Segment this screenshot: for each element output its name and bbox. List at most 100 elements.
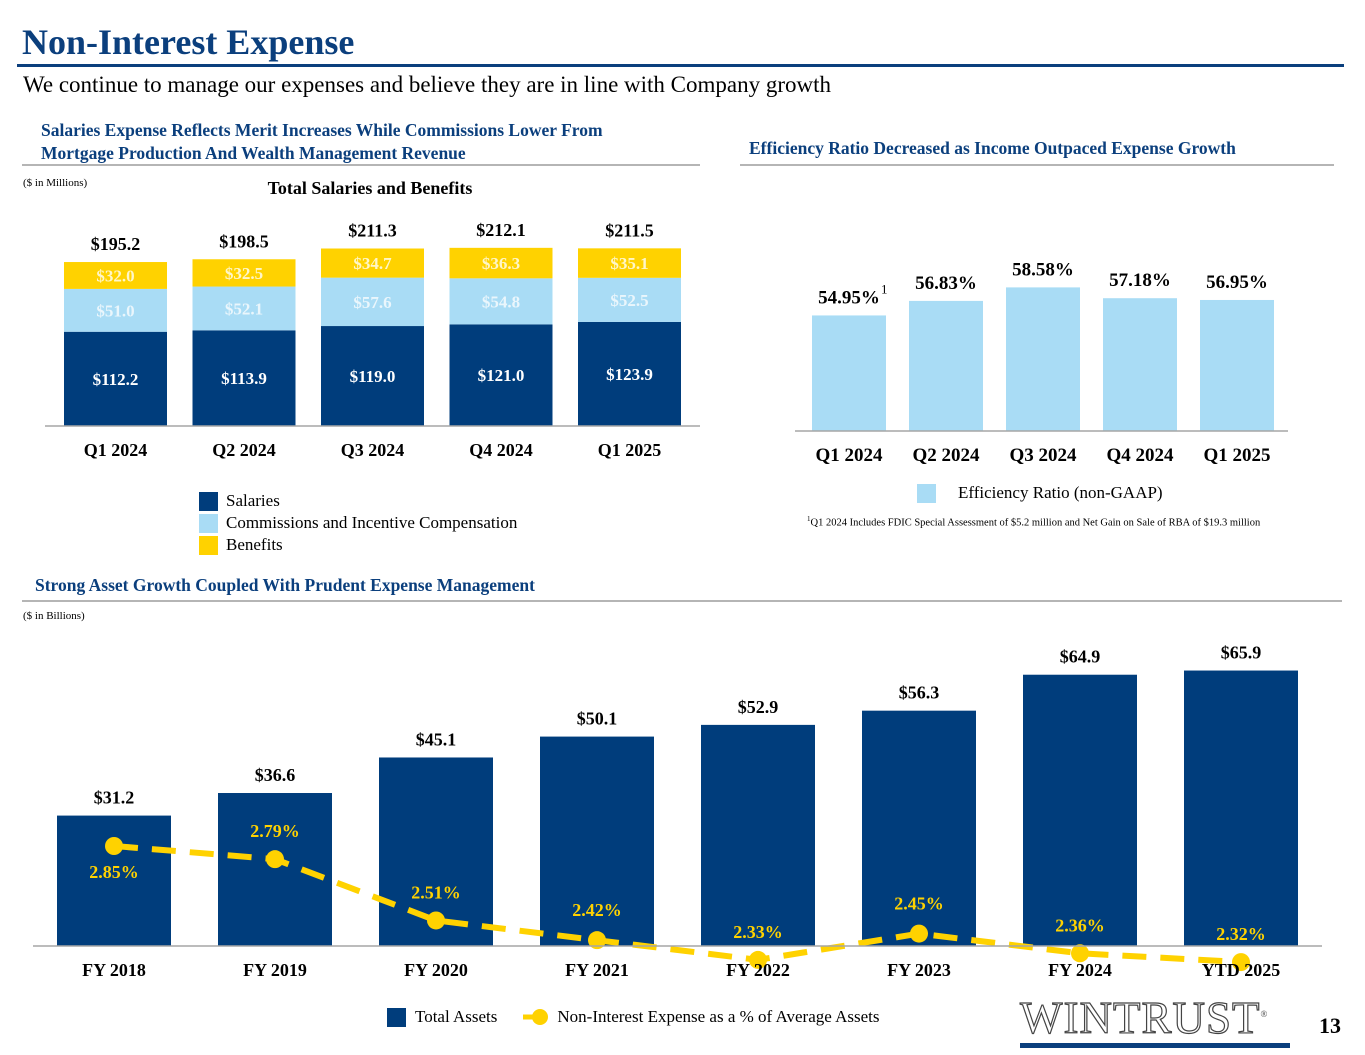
segment-label: $113.9: [221, 369, 267, 388]
x-tick-label: FY 2018: [82, 960, 146, 980]
segment-label: $51.0: [96, 301, 134, 320]
assets-expense-chart: $31.2 $36.6 $45.1 $50.1 $52.9 $56.3 $64.9 $65.9…: [33, 643, 1322, 980]
segment-label: $32.5: [225, 264, 263, 283]
bar-segment-commissions: [64, 288, 167, 332]
efficiency-bar: [1103, 298, 1177, 431]
x-tick-label: Q4 2024: [469, 440, 533, 460]
efficiency-bar: [909, 300, 983, 431]
total-assets-bar: [1184, 670, 1298, 946]
page-number: 13: [1319, 1013, 1341, 1038]
legend-swatch-salaries: [199, 491, 218, 511]
expense-ratio-point: [1071, 944, 1089, 963]
bar-value-label: 58.58%: [1012, 259, 1074, 280]
efficiency-bar: [812, 315, 886, 431]
total-assets-bar: [218, 793, 332, 946]
efficiency-bar: [1200, 299, 1274, 431]
footnote-superscript: 1: [881, 281, 888, 296]
x-tick-label: Q1 2024: [84, 440, 148, 460]
bar-value-label: 54.95%: [818, 287, 880, 308]
expense-ratio-label: 2.51%: [411, 882, 461, 902]
efficiency-footnote: 1Q1 2024 Includes FDIC Special Assessmen…: [807, 515, 1260, 529]
salaries-section-heading: Salaries Expense Reflects Merit Increase…: [41, 119, 603, 165]
salaries-legend: Salaries Commissions and Incentive Compe…: [199, 490, 517, 556]
expense-ratio-label: 2.36%: [1055, 915, 1105, 935]
segment-label: $52.1: [225, 299, 263, 318]
legend-item-benefits: Benefits: [199, 534, 517, 556]
x-tick-label: YTD 2025: [1202, 960, 1281, 980]
segment-label: $34.7: [353, 254, 392, 273]
expense-ratio-label: 2.79%: [250, 821, 300, 841]
bar-segment-benefits: [192, 259, 296, 287]
bar-value-label: 56.95%: [1206, 272, 1268, 293]
page-subtitle: We continue to manage our expenses and b…: [23, 72, 832, 97]
x-tick-label: FY 2024: [1048, 960, 1112, 980]
expense-ratio-point: [105, 837, 123, 855]
logo-wordmark: WINTRUST: [1019, 993, 1261, 1043]
expense-ratio-point: [749, 950, 767, 969]
segment-label: $119.0: [350, 367, 396, 386]
bar-segment-benefits: [64, 262, 167, 289]
expense-ratio-point: [910, 924, 928, 943]
expense-ratio-label: 2.45%: [894, 894, 944, 914]
segment-label: $123.9: [606, 365, 653, 384]
total-label: $211.5: [605, 220, 654, 240]
salaries-section-divider: [22, 164, 700, 166]
segment-label: $36.3: [482, 254, 520, 273]
bar-segment-salaries: [64, 331, 167, 426]
legend-swatch-commissions: [199, 513, 218, 533]
legend-item-commissions: Commissions and Incentive Compensation: [199, 512, 517, 534]
logo-underline: [1020, 1043, 1290, 1048]
legend-swatch-total-assets: [387, 1007, 406, 1027]
salaries-benefits-chart: Total Salaries and Benefits $112.2 $51.0 $…: [45, 178, 700, 460]
legend-swatch-benefits: [199, 535, 218, 555]
wintrust-logo: WINTRUST®: [1019, 990, 1290, 1048]
efficiency-legend: Efficiency Ratio (non-GAAP): [917, 482, 1163, 504]
bar-segment-salaries: [192, 330, 296, 426]
legend-label: Total Assets: [415, 1007, 498, 1026]
x-tick-label: Q1 2025: [1203, 445, 1270, 466]
bar-segment-commissions: [192, 286, 296, 331]
x-tick-label: FY 2022: [726, 960, 790, 980]
footnote-marker: 1: [807, 515, 811, 523]
legend-label: Efficiency Ratio (non-GAAP): [958, 483, 1163, 502]
bar-segment-commissions: [321, 277, 424, 327]
total-assets-bar: [701, 724, 815, 946]
bar-value-label: $36.6: [255, 765, 296, 785]
efficiency-bar: [1006, 287, 1080, 431]
bar-segment-salaries: [449, 324, 553, 426]
salaries-heading-line1: Salaries Expense Reflects Merit Increase…: [41, 120, 603, 140]
x-tick-label: FY 2021: [565, 960, 629, 980]
total-label: $212.1: [476, 220, 526, 240]
efficiency-section-heading: Efficiency Ratio Decreased as Income Out…: [749, 138, 1236, 158]
expense-ratio-point: [427, 911, 445, 930]
legend-label: Non-Interest Expense as a % of Average A…: [557, 1007, 880, 1026]
legend-label: Salaries: [226, 491, 280, 510]
assets-unit-note: ($ in Billions): [23, 610, 85, 622]
expense-ratio-label: 2.85%: [89, 862, 139, 882]
footnote-text: Q1 2024 Includes FDIC Special Assessment…: [810, 517, 1261, 529]
x-tick-label: FY 2019: [243, 960, 307, 980]
x-tick-label: Q2 2024: [212, 440, 276, 460]
bar-value-label: $52.9: [738, 697, 779, 717]
x-tick-label: Q3 2024: [341, 440, 405, 460]
bar-segment-benefits: [321, 248, 424, 278]
segment-label: $112.2: [93, 370, 139, 389]
chart-title: Total Salaries and Benefits: [268, 178, 473, 198]
total-label: $211.3: [348, 221, 397, 241]
title-divider: [17, 64, 1344, 67]
total-label: $195.2: [91, 234, 141, 254]
bar-value-label: $31.2: [94, 788, 135, 808]
bar-segment-commissions: [449, 278, 553, 325]
segment-label: $35.1: [610, 254, 648, 273]
bar-value-label: 57.18%: [1109, 270, 1171, 291]
bar-segment-salaries: [578, 321, 681, 426]
x-tick-label: Q3 2024: [1009, 445, 1077, 466]
bar-value-label: $50.1: [577, 709, 618, 729]
x-tick-label: Q1 2025: [598, 440, 662, 460]
salaries-unit-note: ($ in Millions): [23, 177, 88, 189]
segment-label: $52.5: [610, 291, 648, 310]
expense-ratio-label: 2.42%: [572, 900, 622, 920]
segment-label: $57.6: [353, 293, 391, 312]
expense-ratio-label: 2.32%: [1216, 924, 1266, 944]
bar-value-label: $45.1: [416, 729, 457, 749]
